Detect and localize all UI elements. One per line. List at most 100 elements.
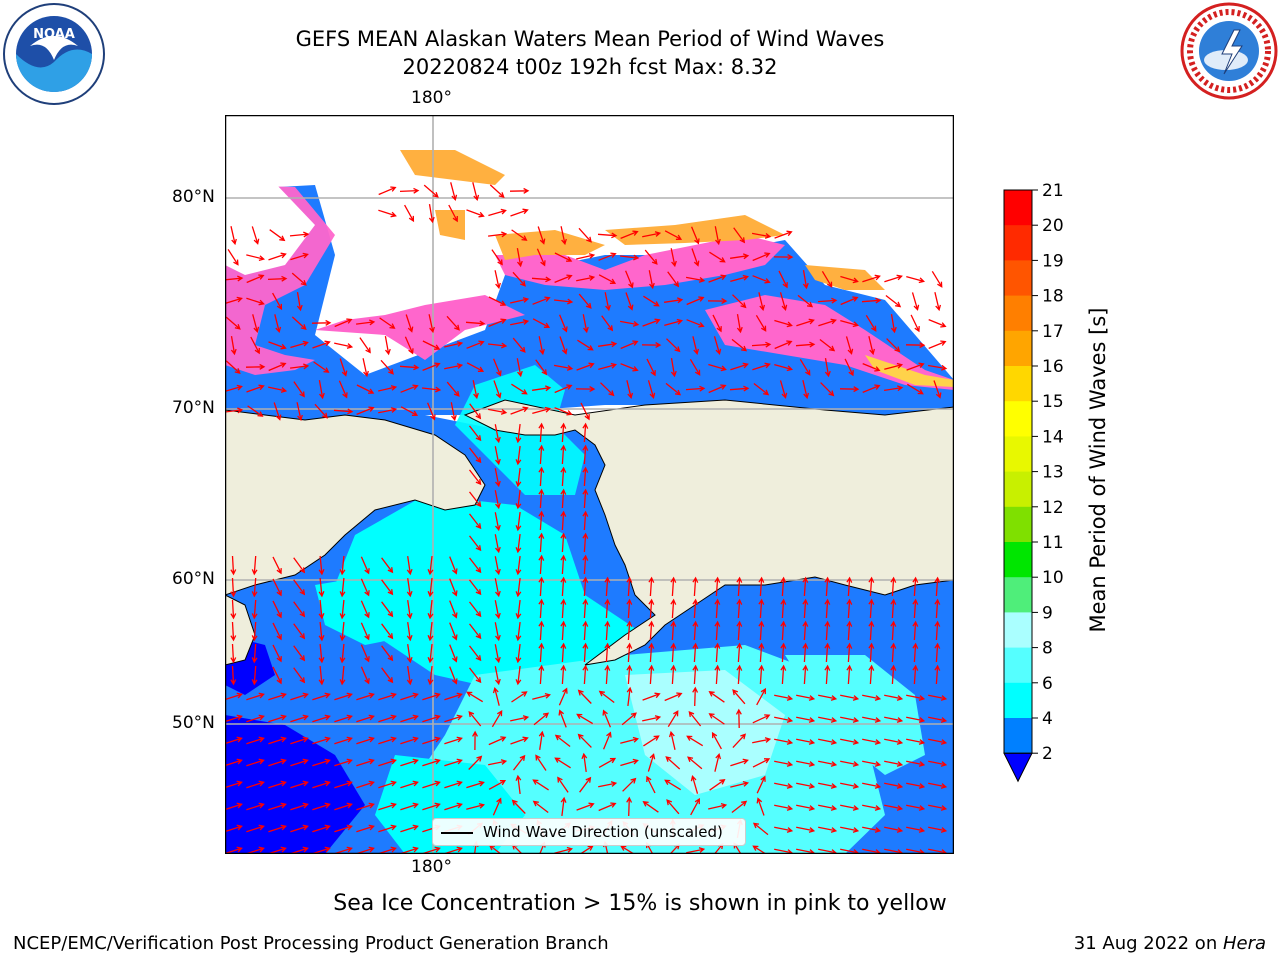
colorbar-label: Mean Period of Wind Waves [s] bbox=[1086, 307, 1110, 633]
wind-wave-arrow bbox=[802, 598, 809, 619]
colorbar-swatch bbox=[1004, 647, 1032, 684]
wind-wave-arrow bbox=[884, 738, 904, 745]
wind-wave-arrow bbox=[598, 757, 617, 768]
wind-wave-arrow bbox=[928, 340, 947, 350]
wind-wave-arrow bbox=[620, 845, 636, 854]
wind-wave-arrow bbox=[774, 340, 793, 350]
wind-wave-arrow bbox=[515, 578, 522, 598]
wind-wave-arrow bbox=[532, 318, 551, 328]
wind-wave-arrow bbox=[884, 782, 904, 789]
wind-wave-arrow bbox=[532, 385, 552, 392]
wind-wave-arrow bbox=[642, 715, 662, 722]
wind-wave-arrow bbox=[492, 687, 500, 706]
wind-wave-arrow bbox=[692, 598, 699, 619]
wind-wave-arrow bbox=[356, 758, 375, 767]
wind-wave-arrow bbox=[268, 802, 287, 811]
wind-wave-arrow bbox=[446, 381, 460, 397]
wind-wave-arrow bbox=[488, 296, 507, 306]
wind-wave-arrow bbox=[444, 692, 463, 701]
wind-wave-arrow bbox=[356, 824, 375, 833]
wind-wave-arrow bbox=[406, 578, 413, 598]
wind-wave-arrow bbox=[884, 826, 904, 833]
wind-wave-arrow bbox=[246, 824, 265, 833]
wind-wave-arrow bbox=[670, 576, 677, 597]
wind-wave-arrow bbox=[488, 208, 507, 217]
lon-label-top: 180° bbox=[411, 88, 452, 108]
wind-wave-arrow bbox=[620, 736, 639, 744]
wind-wave-arrow bbox=[648, 642, 655, 663]
wind-wave-arrow bbox=[406, 556, 413, 576]
wind-wave-arrow bbox=[268, 252, 287, 261]
wind-wave-arrow bbox=[709, 779, 726, 791]
wind-wave-arrow bbox=[511, 799, 526, 814]
wind-wave-arrow bbox=[868, 620, 875, 641]
wind-wave-arrow bbox=[840, 275, 859, 284]
wind-wave-arrow bbox=[468, 645, 482, 662]
wind-wave-arrow bbox=[290, 780, 309, 789]
wind-wave-arrow bbox=[272, 644, 282, 663]
wind-wave-arrow bbox=[230, 335, 237, 356]
wind-wave-arrow bbox=[839, 386, 860, 393]
wind-wave-arrow bbox=[730, 274, 750, 283]
wind-wave-arrow bbox=[268, 714, 287, 723]
wind-wave-arrow bbox=[868, 576, 875, 597]
wind-wave-arrow bbox=[862, 782, 882, 789]
wind-wave-arrow bbox=[444, 714, 463, 723]
wind-wave-arrow bbox=[293, 623, 306, 640]
wind-wave-arrow bbox=[846, 576, 853, 597]
wind-wave-arrow bbox=[290, 714, 309, 723]
lon-label-bottom: 180° bbox=[411, 857, 452, 877]
wind-wave-arrow bbox=[510, 208, 529, 217]
wind-wave-arrow bbox=[796, 826, 816, 833]
wind-wave-arrow bbox=[225, 692, 243, 701]
wind-wave-arrow bbox=[619, 320, 640, 327]
wind-wave-arrow bbox=[472, 182, 480, 201]
wind-wave-arrow bbox=[581, 752, 588, 772]
wind-wave-arrow bbox=[758, 620, 765, 641]
footer-date-text: 31 Aug 2022 on bbox=[1073, 933, 1223, 954]
wind-wave-arrow bbox=[468, 667, 482, 684]
colorbar-swatch bbox=[1004, 506, 1032, 543]
wind-wave-arrow bbox=[621, 712, 637, 726]
wind-wave-arrow bbox=[664, 692, 683, 702]
wind-wave-arrow bbox=[735, 708, 742, 729]
wind-wave-arrow bbox=[400, 802, 419, 811]
wind-wave-arrow bbox=[602, 731, 612, 750]
wind-wave-arrow bbox=[449, 644, 458, 663]
wind-wave-arrow bbox=[604, 576, 611, 597]
wind-wave-arrow bbox=[862, 826, 882, 833]
wind-wave-arrow bbox=[339, 665, 346, 686]
wind-wave-arrow bbox=[751, 341, 772, 348]
wind-wave-arrow bbox=[802, 642, 809, 663]
wind-wave-arrow bbox=[312, 780, 331, 789]
wind-wave-arrow bbox=[450, 182, 458, 202]
wind-wave-arrow bbox=[906, 383, 924, 395]
wind-wave-arrow bbox=[251, 643, 258, 664]
wind-wave-arrow bbox=[225, 316, 241, 330]
wind-wave-arrow bbox=[516, 247, 523, 268]
land-alaska bbox=[463, 399, 954, 666]
wind-wave-arrow bbox=[642, 801, 659, 813]
wind-wave-arrow bbox=[730, 362, 749, 371]
colorbar-tick-label: 20 bbox=[1042, 216, 1064, 236]
wind-wave-arrow bbox=[912, 598, 919, 619]
low-period-patch bbox=[225, 715, 365, 854]
wind-wave-arrow bbox=[312, 340, 331, 349]
wind-wave-arrow bbox=[582, 314, 589, 334]
wind-wave-arrow bbox=[664, 297, 684, 304]
wind-wave-arrow bbox=[489, 184, 505, 199]
wind-wave-arrow bbox=[535, 359, 548, 376]
wind-wave-arrow bbox=[312, 736, 331, 745]
wind-wave-arrow bbox=[714, 664, 721, 685]
wind-wave-arrow bbox=[230, 226, 237, 246]
wind-wave-arrow bbox=[465, 320, 486, 327]
wind-wave-arrow bbox=[890, 642, 897, 663]
colorbar-swatch bbox=[1004, 366, 1032, 402]
wind-wave-arrow bbox=[730, 758, 749, 767]
wind-wave-arrow bbox=[247, 405, 264, 417]
wind-wave-arrow bbox=[714, 620, 721, 641]
graticule bbox=[225, 115, 954, 854]
wind-wave-arrow bbox=[318, 621, 325, 642]
wind-wave-arrow bbox=[604, 598, 611, 619]
wind-wave-arrow bbox=[378, 385, 398, 392]
